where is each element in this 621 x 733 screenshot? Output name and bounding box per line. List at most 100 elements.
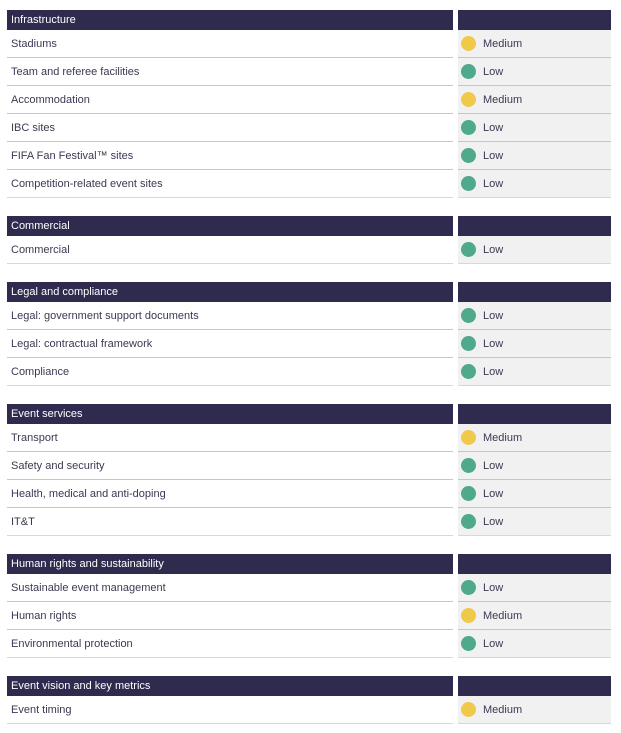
risk-section: Infrastructure Stadiums Medium Team and … [7,10,611,198]
row-label: IT&T [7,508,453,536]
status-dot-icon [461,120,476,135]
risk-section: Event services Transport Medium Safety a… [7,404,611,536]
row-label: Transport [7,424,453,452]
section-header-status-column [458,216,611,236]
table-row: Human rights Medium [7,602,611,630]
row-label: Event timing [7,696,453,724]
status-dot-icon [461,364,476,379]
section-header: Infrastructure [7,10,611,30]
row-label: Sustainable event management [7,574,453,602]
table-row: Environmental protection Low [7,630,611,658]
row-status-cell: Medium [458,602,611,630]
section-header: Commercial [7,216,611,236]
status-label: Medium [483,431,523,444]
row-status-cell: Low [458,58,611,86]
row-status-cell: Low [458,452,611,480]
row-label: Environmental protection [7,630,453,658]
row-status-cell: Medium [458,30,611,58]
table-row: Legal: contractual framework Low [7,330,611,358]
row-label: Commercial [7,236,453,264]
row-status-cell: Low [458,508,611,536]
section-header: Event vision and key metrics [7,676,611,696]
table-row: Event timing Medium [7,696,611,724]
row-status-cell: Low [458,142,611,170]
row-label: Compliance [7,358,453,386]
section-header-title: Human rights and sustainability [7,554,453,574]
table-row: Compliance Low [7,358,611,386]
status-label: Medium [483,609,523,622]
status-dot-icon [461,608,476,623]
row-label: Legal: contractual framework [7,330,453,358]
table-row: Accommodation Medium [7,86,611,114]
risk-section: Human rights and sustainability Sustaina… [7,554,611,658]
status-label: Low [483,487,504,500]
status-label: Low [483,337,504,350]
row-label: FIFA Fan Festival™ sites [7,142,453,170]
status-dot-icon [461,36,476,51]
section-header-status-column [458,282,611,302]
status-dot-icon [461,514,476,529]
status-dot-icon [461,458,476,473]
row-status-cell: Low [458,630,611,658]
table-row: Sustainable event management Low [7,574,611,602]
row-status-cell: Low [458,358,611,386]
status-dot-icon [461,64,476,79]
row-status-cell: Medium [458,696,611,724]
section-header: Legal and compliance [7,282,611,302]
section-header-title: Event vision and key metrics [7,676,453,696]
row-label: Legal: government support documents [7,302,453,330]
row-status-cell: Medium [458,86,611,114]
status-dot-icon [461,702,476,717]
status-dot-icon [461,242,476,257]
status-label: Low [483,515,504,528]
status-dot-icon [461,176,476,191]
status-dot-icon [461,336,476,351]
table-row: Stadiums Medium [7,30,611,58]
status-label: Low [483,121,504,134]
table-row: Team and referee facilities Low [7,58,611,86]
section-header: Human rights and sustainability [7,554,611,574]
table-row: FIFA Fan Festival™ sites Low [7,142,611,170]
row-status-cell: Low [458,302,611,330]
status-label: Low [483,581,504,594]
row-status-cell: Low [458,574,611,602]
status-dot-icon [461,148,476,163]
row-status-cell: Low [458,480,611,508]
row-label: Human rights [7,602,453,630]
section-header-status-column [458,10,611,30]
status-dot-icon [461,92,476,107]
row-status-cell: Low [458,330,611,358]
section-header-status-column [458,554,611,574]
status-label: Medium [483,37,523,50]
status-label: Low [483,309,504,322]
status-label: Low [483,637,504,650]
row-label: Team and referee facilities [7,58,453,86]
status-label: Low [483,149,504,162]
status-dot-icon [461,636,476,651]
row-label: Safety and security [7,452,453,480]
table-row: Safety and security Low [7,452,611,480]
table-row: Transport Medium [7,424,611,452]
table-row: Competition-related event sites Low [7,170,611,198]
section-header-title: Legal and compliance [7,282,453,302]
table-row: Legal: government support documents Low [7,302,611,330]
status-label: Low [483,365,504,378]
status-label: Medium [483,93,523,106]
status-label: Medium [483,703,523,716]
row-status-cell: Low [458,170,611,198]
section-header-status-column [458,676,611,696]
row-label: IBC sites [7,114,453,142]
row-status-cell: Medium [458,424,611,452]
status-dot-icon [461,430,476,445]
risk-section: Commercial Commercial Low [7,216,611,264]
section-header-title: Infrastructure [7,10,453,30]
section-header: Event services [7,404,611,424]
row-status-cell: Low [458,114,611,142]
row-label: Stadiums [7,30,453,58]
status-dot-icon [461,580,476,595]
row-label: Accommodation [7,86,453,114]
section-header-title: Commercial [7,216,453,236]
row-label: Competition-related event sites [7,170,453,198]
row-label: Health, medical and anti-doping [7,480,453,508]
